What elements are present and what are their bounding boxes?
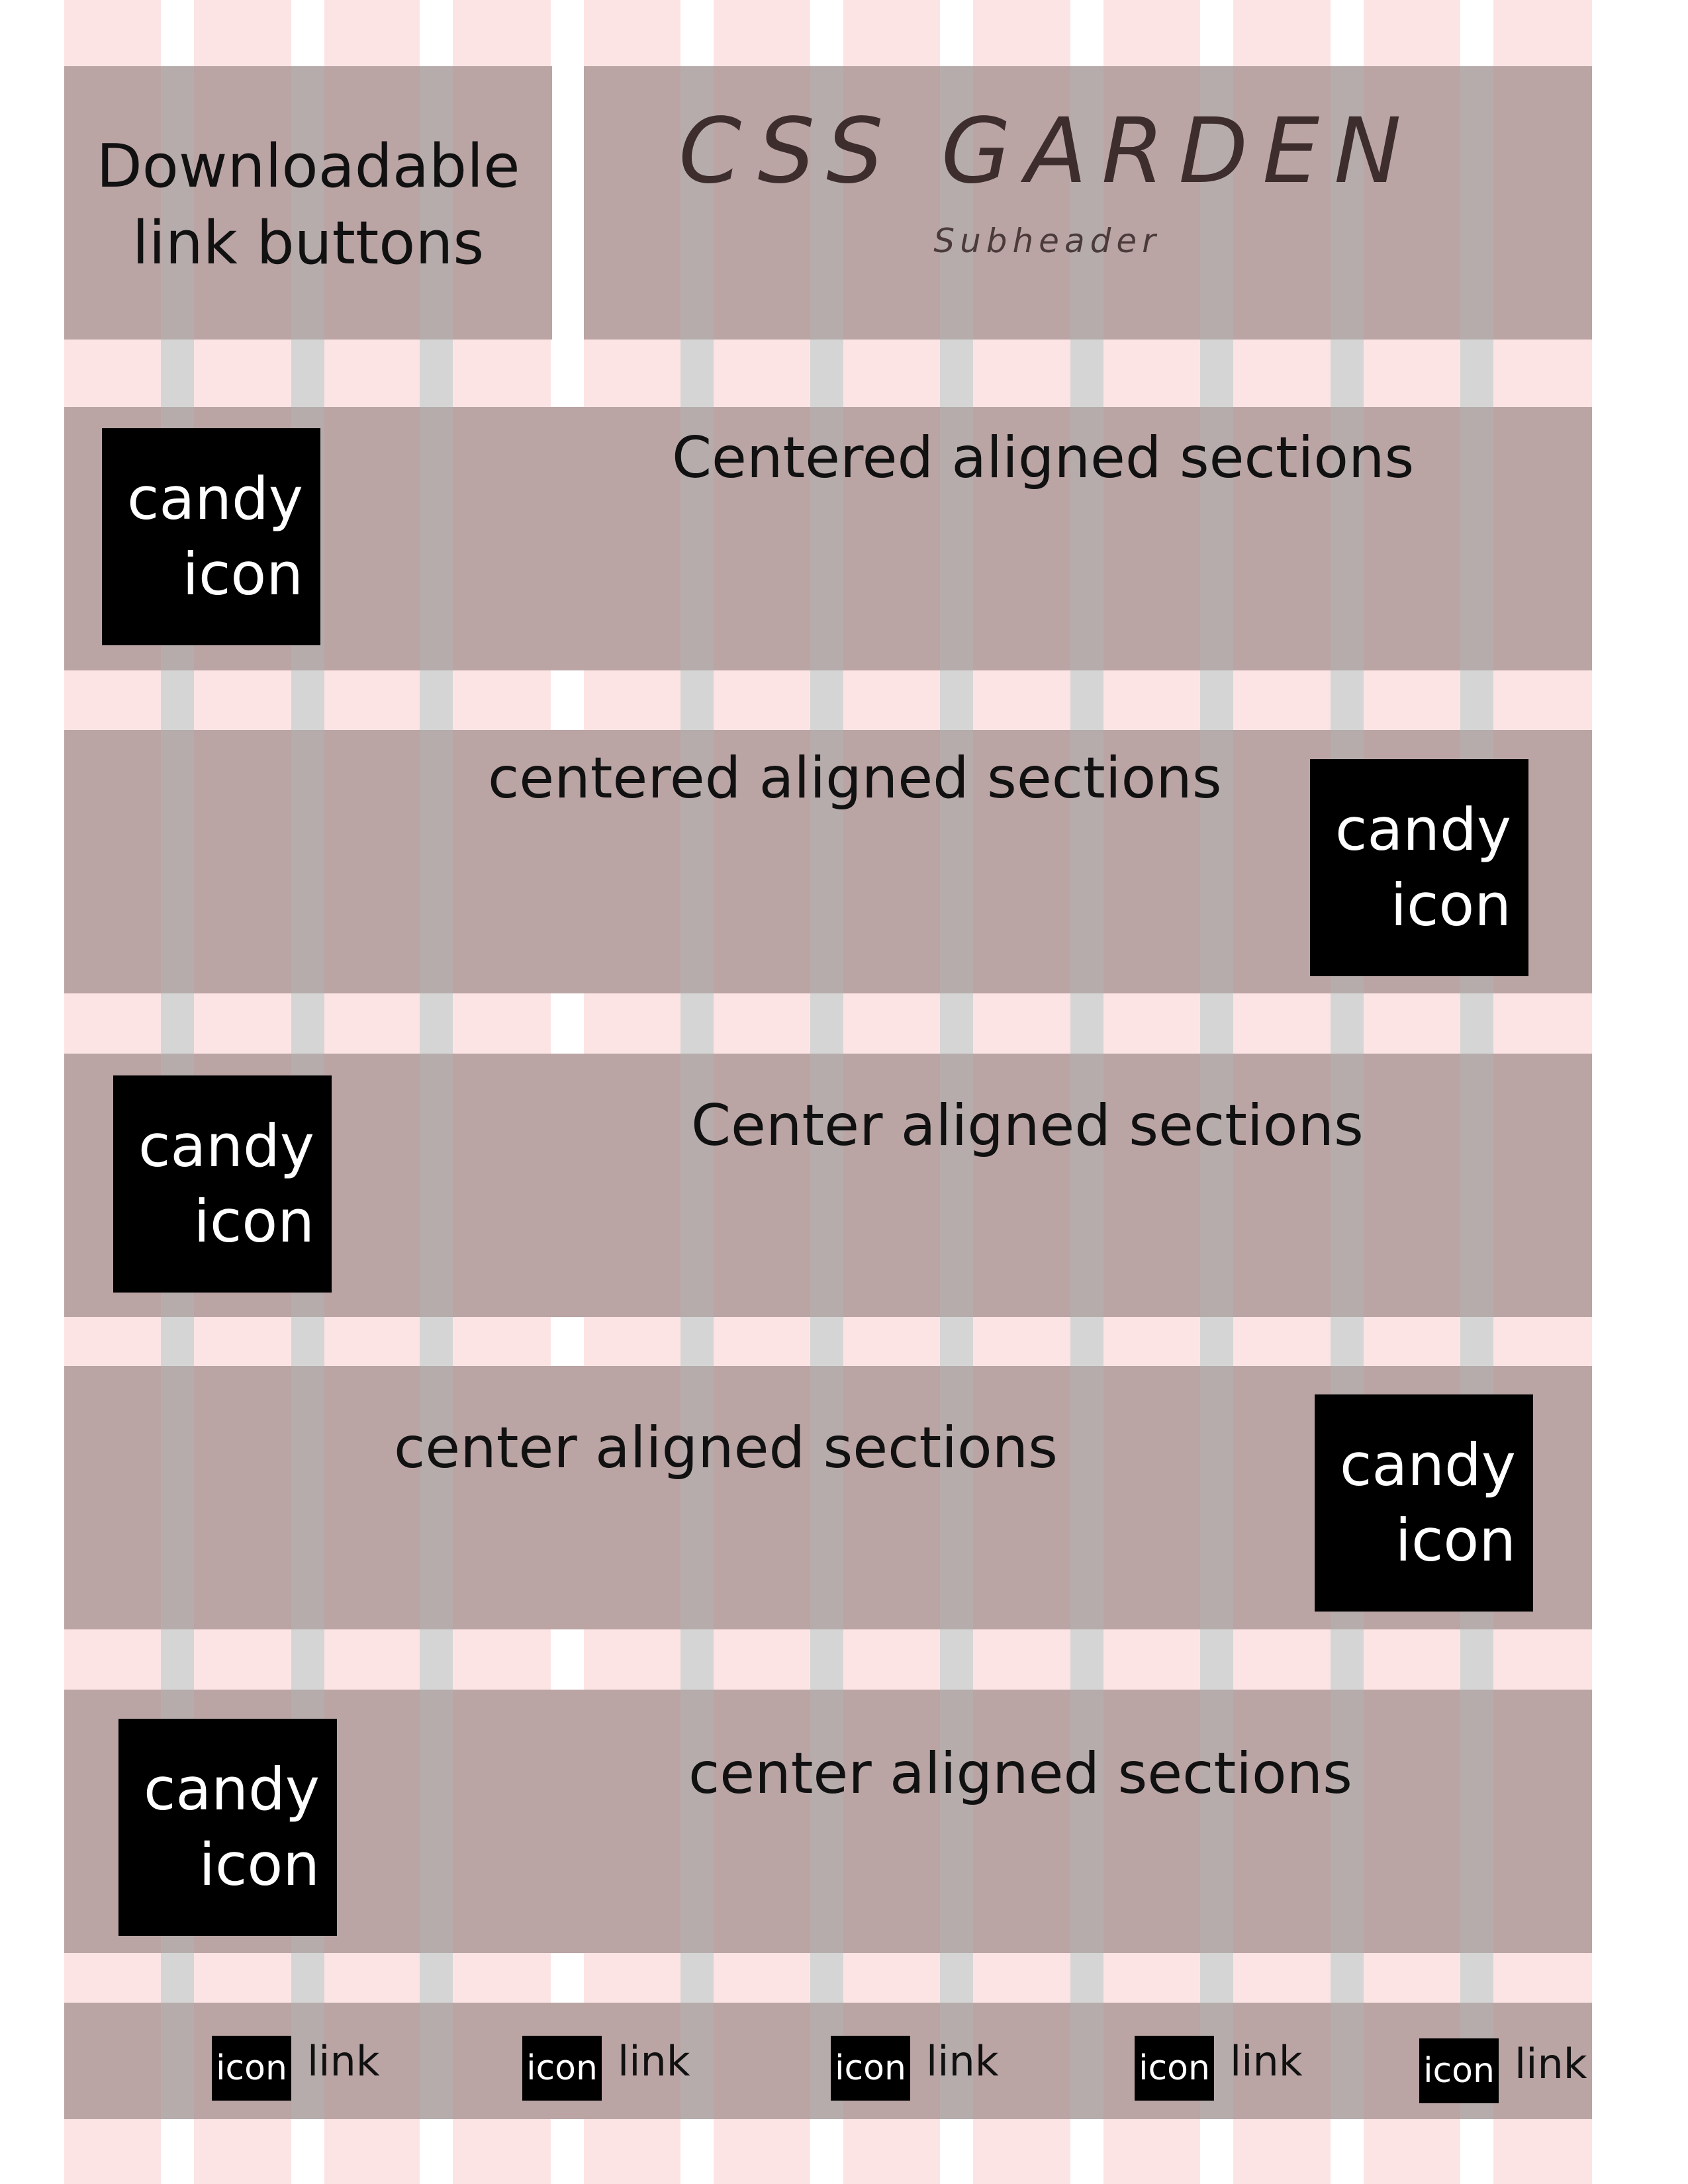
candy-icon-line2: icon — [1395, 1506, 1516, 1574]
candy-icon-line1: candy — [1335, 796, 1511, 864]
link-icon: icon — [522, 2036, 602, 2101]
candy-icon[interactable]: candy icon — [1310, 759, 1528, 976]
candy-icon[interactable]: candy icon — [113, 1075, 332, 1293]
section-heading: center aligned sections — [688, 1741, 1352, 1807]
link-icon: icon — [1419, 2038, 1499, 2103]
section-heading: centered aligned sections — [488, 745, 1222, 811]
footer-link-2[interactable]: icon link — [522, 2036, 690, 2101]
candy-icon[interactable]: candy icon — [102, 428, 320, 645]
section-heading: Center aligned sections — [691, 1093, 1364, 1159]
candy-icon-line2: icon — [182, 540, 303, 608]
brand-subheader: Subheader — [933, 222, 1161, 260]
link-label: link — [618, 2037, 690, 2085]
link-label: link — [1230, 2037, 1303, 2085]
candy-icon[interactable]: candy icon — [118, 1719, 337, 1936]
section-heading: Centered aligned sections — [672, 425, 1415, 491]
brand-title: CSS GARDEN — [679, 99, 1416, 204]
downloadable-links-title: Downloadable link buttons — [96, 132, 520, 278]
link-icon: icon — [1135, 2036, 1214, 2101]
link-label: link — [1515, 2040, 1587, 2088]
link-icon: icon — [212, 2036, 291, 2101]
link-label: link — [307, 2037, 380, 2085]
candy-icon-line2: icon — [199, 1831, 320, 1899]
footer-link-1[interactable]: icon link — [212, 2036, 380, 2101]
candy-icon[interactable]: candy icon — [1315, 1394, 1533, 1612]
link-label: link — [926, 2037, 999, 2085]
candy-icon-line1: candy — [1339, 1431, 1516, 1499]
footer-link-4[interactable]: icon link — [1135, 2036, 1303, 2101]
section-heading: center aligned sections — [394, 1415, 1058, 1481]
candy-icon-line1: candy — [138, 1112, 314, 1180]
link-icon: icon — [831, 2036, 910, 2101]
candy-icon-line2: icon — [1390, 871, 1511, 939]
footer-link-5[interactable]: icon link — [1419, 2038, 1587, 2103]
candy-icon-line2: icon — [193, 1187, 314, 1255]
candy-icon-line1: candy — [126, 465, 303, 533]
footer-link-3[interactable]: icon link — [831, 2036, 999, 2101]
candy-icon-line1: candy — [143, 1755, 320, 1823]
